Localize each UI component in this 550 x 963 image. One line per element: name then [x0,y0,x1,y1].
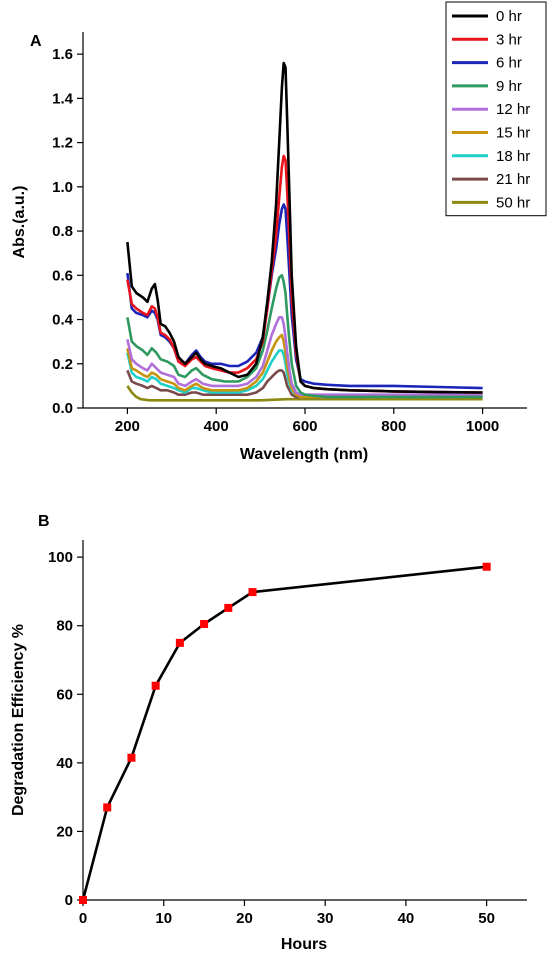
panel-b-x-tick-label: 50 [478,910,495,927]
panel-a-y-tick-label: 0.6 [52,267,73,284]
panel-a-y-tick-label: 0.2 [52,356,73,373]
panel-b-x-tick-label: 0 [79,910,87,927]
series-line-50-hr [126,385,483,402]
panel-b-marks: 0 10 20 30 40 50 0 20 40 60 80 100 [48,540,527,927]
panel-b-y-tick-label: 100 [48,549,73,566]
data-point-marker [175,638,184,647]
series-line-12-hr [126,316,483,396]
panel-a-y-tick-label: 1.0 [52,179,73,196]
panel-a-y-axis-title: Abs.(a.u.) [11,186,28,259]
data-point-marker [482,562,491,571]
panel-b-y-tick-label: 60 [56,686,73,703]
data-point-marker [224,603,233,612]
panel-b-y-tick-label: 20 [56,823,73,840]
legend-label: 3 hr [496,31,522,48]
panel-b-y-axis-title: Degradation Efficiency % [10,624,27,816]
legend-label: 0 hr [496,8,522,25]
legend-label: 12 hr [496,101,530,118]
panel-a-absorbance-chart: A 200 400 600 800 1000 0.0 0.2 0.4 0.6 0.8 1.0 1.2 1… [11,1,547,463]
legend-label: 9 hr [496,78,522,95]
panel-a-x-tick-label: 800 [381,418,406,435]
series-line-3-hr [126,154,483,394]
data-point-marker [151,681,160,690]
degradation-line [81,565,487,901]
data-point-marker [103,803,112,812]
legend-label: 50 hr [496,194,530,211]
panel-b-y-tick-label: 80 [56,618,73,635]
data-point-marker [200,620,209,628]
data-point-marker [248,588,257,597]
panel-b-degradation-chart: B 0 10 20 30 40 50 0 20 40 60 80 100 Hours Degradat… [10,513,527,953]
legend-label: 6 hr [496,55,522,72]
series-line-0-hr [126,61,483,394]
panel-a-y-tick-label: 0.0 [52,400,73,417]
panel-a-x-tick-label: 400 [204,418,229,435]
panel-b-x-tick-label: 30 [317,910,334,927]
panel-a-legend: 0 hr 3 hr 6 hr 9 hr 12 hr 15 hr 18 hr 21 hr 50 h… [445,1,547,217]
panel-a-y-tick-label: 0.8 [52,223,73,240]
panel-b-x-axis-title: Hours [281,936,327,953]
data-point-marker [127,753,136,762]
panel-b-x-tick-label: 20 [236,910,253,927]
legend-label: 18 hr [496,148,530,165]
panel-a-x-tick-label: 200 [115,418,140,435]
panel-a-y-tick-label: 1.2 [52,135,73,152]
series-line-9-hr [126,274,483,399]
panel-b-label: B [38,513,50,530]
panel-a-y-tick-label: 1.4 [52,90,74,107]
panel-a-x-tick-label: 600 [292,418,317,435]
legend-label: 15 hr [496,125,530,142]
panel-a-y-tick-label: 0.4 [52,312,74,329]
panel-b-x-tick-label: 10 [155,910,172,927]
panel-a-marks: 200 400 600 800 1000 0.0 0.2 0.4 0.6 0.8 1.0 1.2 1.4… [52,32,527,435]
panel-a-y-tick-label: 1.6 [52,46,73,63]
panel-b-y-tick-label: 0 [65,892,73,909]
panel-a-x-axis-title: Wavelength (nm) [240,446,368,463]
series-line-15-hr [126,333,483,399]
panel-b-x-tick-label: 40 [398,910,415,927]
legend-label: 21 hr [496,171,530,188]
panel-b-y-tick-label: 40 [56,755,73,772]
data-point-marker [79,896,87,904]
panel-a-x-tick-label: 1000 [466,418,499,435]
panel-a-label: A [30,33,42,50]
